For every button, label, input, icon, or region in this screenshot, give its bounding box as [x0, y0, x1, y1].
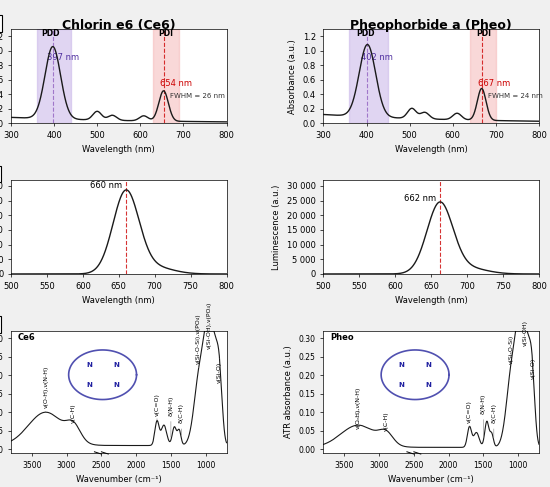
X-axis label: Wavelength (nm): Wavelength (nm) — [82, 296, 155, 305]
Text: 660 nm: 660 nm — [90, 182, 122, 190]
Text: Ce6: Ce6 — [18, 333, 36, 342]
Text: Pheo: Pheo — [331, 333, 354, 342]
Text: 397 nm: 397 nm — [47, 53, 79, 61]
X-axis label: Wavenumber (cm⁻¹): Wavenumber (cm⁻¹) — [76, 475, 162, 484]
Text: ν(Si-OH): ν(Si-OH) — [522, 319, 527, 346]
Text: δ(N-H): δ(N-H) — [481, 393, 486, 437]
Text: PDI: PDI — [158, 29, 173, 38]
X-axis label: Wavelength (nm): Wavelength (nm) — [82, 145, 155, 154]
Text: ν(Si-O): ν(Si-O) — [217, 358, 222, 383]
Bar — [37, 29, 72, 123]
Text: 667 nm: 667 nm — [478, 78, 510, 88]
Text: ν(C=O): ν(C=O) — [467, 400, 472, 426]
Text: ν(Si-OH),ν(PO₄): ν(Si-OH),ν(PO₄) — [207, 302, 212, 349]
Text: δ(N-H): δ(N-H) — [168, 395, 173, 437]
Bar — [153, 29, 179, 123]
Y-axis label: Absorbance (a.u.): Absorbance (a.u.) — [288, 39, 297, 113]
Y-axis label: Luminescence (a.u.): Luminescence (a.u.) — [272, 184, 281, 270]
Text: ν(C-H): ν(C-H) — [71, 404, 76, 423]
Bar — [470, 29, 496, 123]
Text: Chlorin e6 (Ce6): Chlorin e6 (Ce6) — [62, 19, 175, 33]
Text: 654 nm: 654 nm — [160, 78, 192, 88]
Text: δ(C-H): δ(C-H) — [491, 403, 496, 438]
Text: ν(C-H): ν(C-H) — [383, 411, 388, 431]
Text: ν(Si-O-Si),ν(PO₄): ν(Si-O-Si),ν(PO₄) — [196, 314, 201, 368]
Text: ν(Si-O-Si): ν(Si-O-Si) — [509, 335, 514, 364]
Y-axis label: ATR absorbance (a.u.): ATR absorbance (a.u.) — [284, 345, 293, 438]
Text: ν(Si-O): ν(Si-O) — [531, 357, 536, 379]
Text: ν(C=O): ν(C=O) — [155, 393, 159, 421]
Text: FWHM = 26 nm: FWHM = 26 nm — [170, 93, 225, 99]
Bar — [349, 29, 388, 123]
X-axis label: Wavenumber (cm⁻¹): Wavenumber (cm⁻¹) — [388, 475, 474, 484]
Text: PDI: PDI — [476, 29, 491, 38]
Text: 402 nm: 402 nm — [361, 53, 393, 61]
X-axis label: Wavelength (nm): Wavelength (nm) — [395, 296, 468, 305]
Text: δ(C-H): δ(C-H) — [179, 403, 184, 435]
Text: PDD: PDD — [41, 29, 60, 38]
X-axis label: Wavelength (nm): Wavelength (nm) — [395, 145, 468, 154]
Text: ν(O-H),ν(N-H): ν(O-H),ν(N-H) — [356, 387, 361, 429]
Text: FWHM = 24 nm: FWHM = 24 nm — [488, 93, 543, 99]
Text: PDD: PDD — [356, 29, 375, 38]
Text: 662 nm: 662 nm — [404, 194, 436, 203]
Text: Pheophorbide a (Pheo): Pheophorbide a (Pheo) — [350, 19, 512, 33]
Text: ν(O-H),ν(N-H): ν(O-H),ν(N-H) — [43, 366, 48, 412]
